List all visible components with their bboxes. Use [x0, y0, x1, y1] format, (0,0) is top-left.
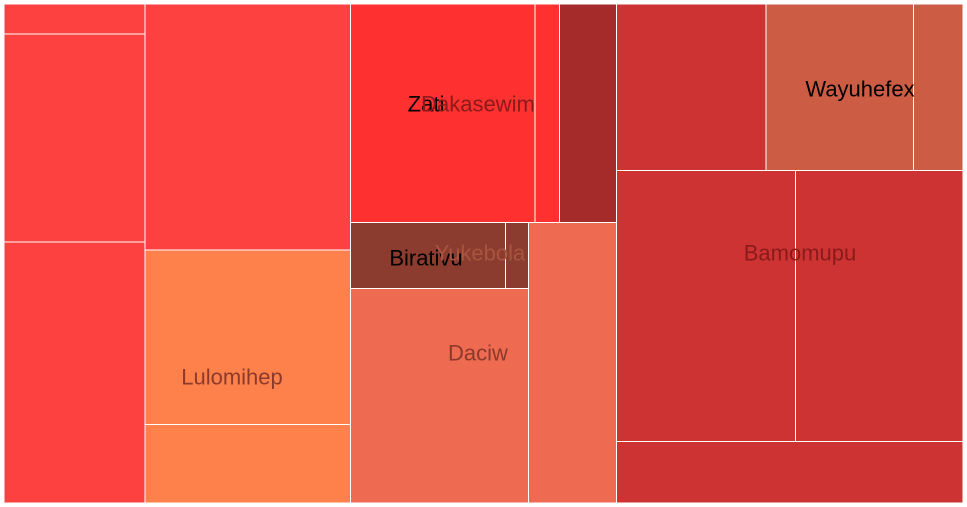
- label-dakasewim: Dakasewim: [421, 92, 535, 117]
- lulomihep-tile-2: [144, 423, 352, 504]
- daciw-tile-2: [528, 222, 617, 504]
- wayuhefex-tile-1: [765, 3, 915, 171]
- bamomupu-tile-2: [794, 169, 964, 442]
- daciw-tile-1: [350, 288, 530, 504]
- group-0-tile-3: [3, 241, 146, 504]
- label-wayuhefex: Wayuhefex: [805, 77, 914, 102]
- bamomupu-tile-1: [615, 169, 796, 442]
- dakasewim-tile-1: [534, 3, 561, 224]
- label-yukebola: Yukebola: [435, 241, 526, 266]
- group-9-tile-1: [615, 3, 767, 171]
- group-0-tile-1: [3, 3, 146, 35]
- label-birativu: Birativu: [389, 246, 462, 271]
- group-0-tile-2: [3, 33, 146, 243]
- wayuhefex-tile-2: [913, 3, 964, 171]
- zati-tile-1: [350, 3, 536, 224]
- bamomupu-tile-3: [615, 440, 964, 504]
- group-1-tile-1: [144, 3, 352, 251]
- label-zati: Zati: [408, 92, 445, 117]
- birativu-tile-1: [350, 222, 506, 290]
- label-lulomihep: Lulomihep: [181, 365, 283, 390]
- label-daciw: Daciw: [448, 341, 508, 366]
- group-5-tile-1: [559, 3, 617, 224]
- label-bamomupu: Bamomupu: [744, 241, 857, 266]
- lulomihep-tile-1: [144, 249, 352, 425]
- treemap-tiles: [3, 3, 964, 504]
